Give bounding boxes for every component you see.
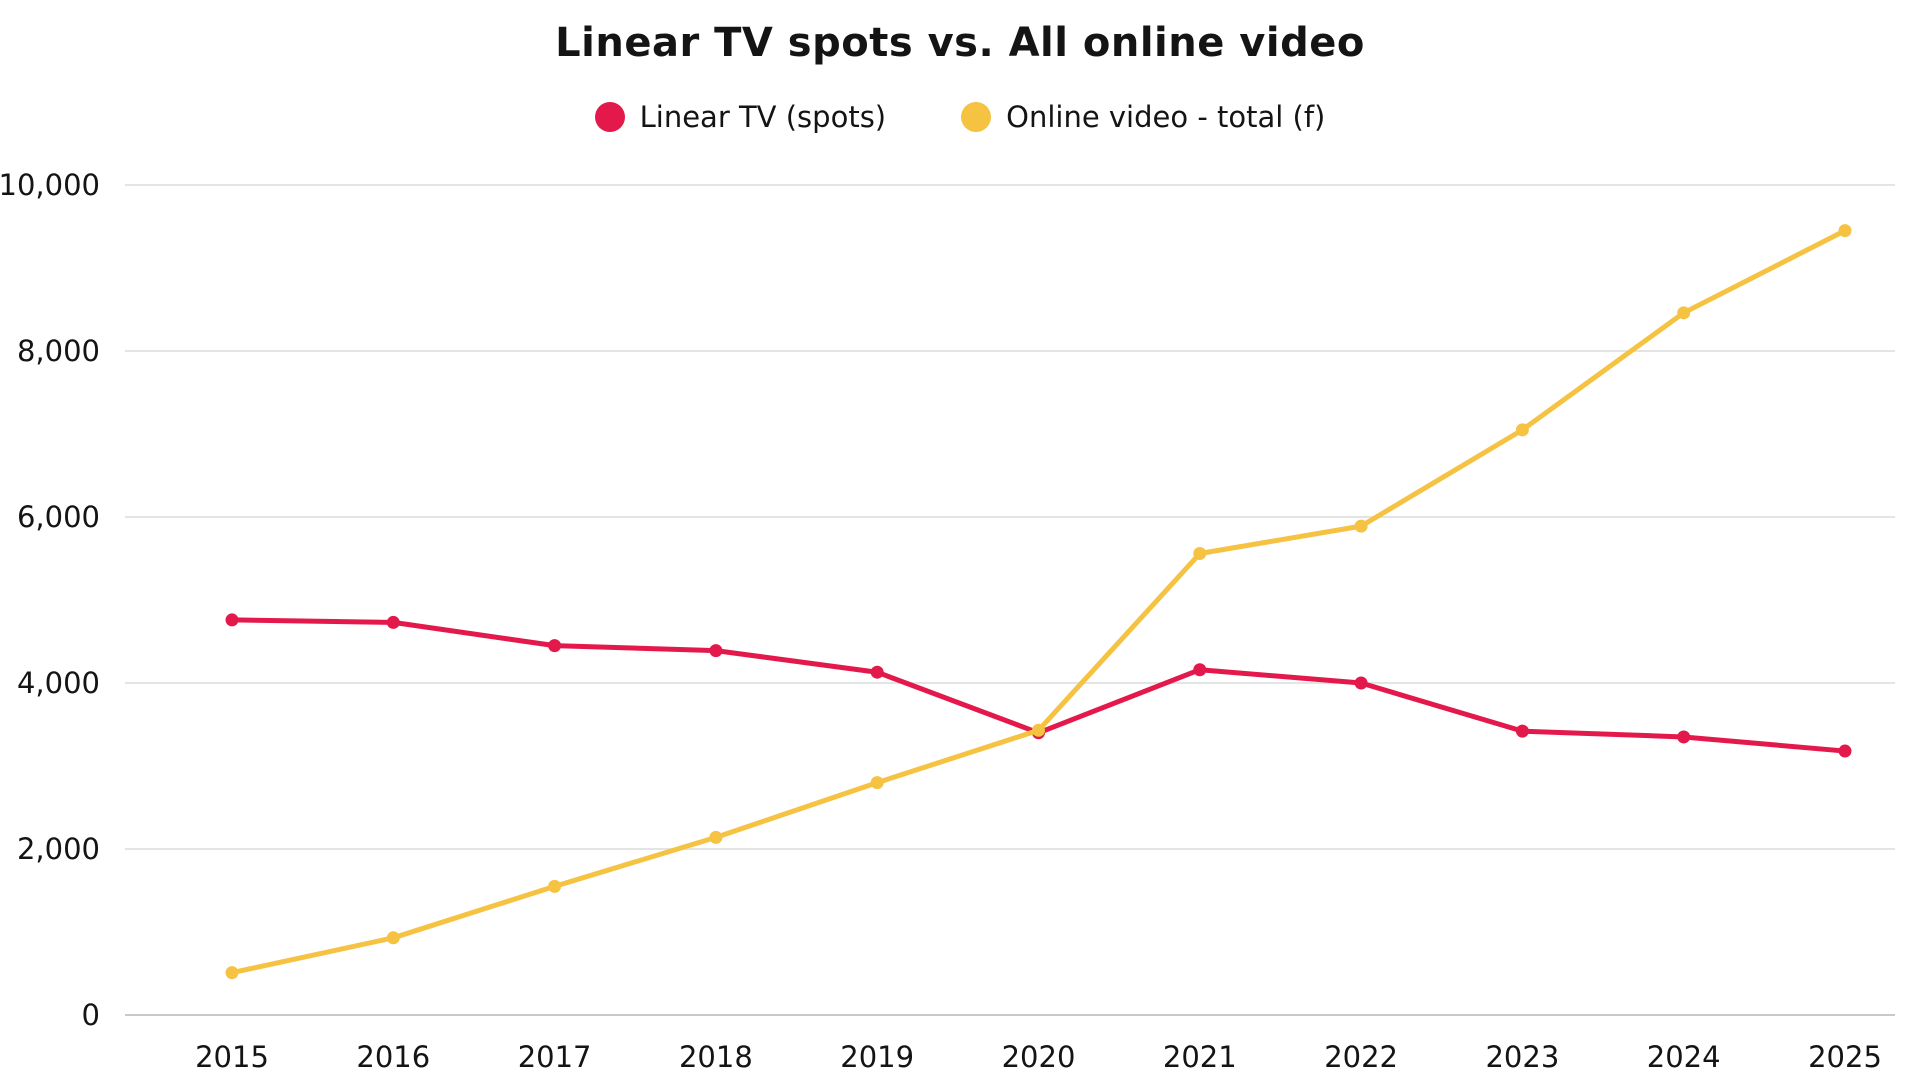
data-point	[1032, 723, 1045, 737]
data-point	[548, 879, 562, 893]
legend: Linear TV (spots) Online video - total (…	[0, 96, 1920, 138]
y-axis-tick-label: 8,000	[17, 334, 100, 368]
legend-label-online-video: Online video - total (f)	[1006, 100, 1326, 134]
x-axis-tick-label: 2025	[1808, 1040, 1882, 1074]
x-axis-tick-label: 2018	[679, 1040, 753, 1074]
data-point	[1677, 730, 1691, 744]
data-point	[1354, 676, 1368, 690]
plot-area: 0 2,000 4,000 6,000 8,000 10,000 2015 2016 2017 2…	[0, 160, 1920, 1080]
legend-marker-linear-tv-icon	[594, 102, 625, 132]
data-point	[870, 776, 884, 790]
data-point	[709, 644, 723, 658]
x-axis-tick-label: 2016	[356, 1040, 430, 1074]
data-point	[225, 966, 239, 980]
x-axis-tick-label: 2023	[1485, 1040, 1559, 1074]
data-point	[548, 639, 562, 653]
chart-title: Linear TV spots vs. All online video	[555, 20, 1365, 66]
x-axis-tick-label: 2024	[1647, 1040, 1721, 1074]
y-axis-tick-label: 2,000	[17, 832, 100, 866]
data-point	[1193, 663, 1207, 677]
data-point	[1677, 306, 1691, 320]
x-axis-tick-label: 2019	[840, 1040, 914, 1074]
data-point	[1838, 744, 1852, 758]
series-line-1	[229, 228, 1848, 976]
data-point	[386, 615, 400, 629]
x-axis-tick-label: 2022	[1324, 1040, 1398, 1074]
y-axis-tick-label: 0	[82, 998, 100, 1032]
data-point	[225, 613, 239, 627]
legend-marker-online-video-icon	[961, 102, 992, 132]
data-point	[709, 830, 723, 844]
y-axis-tick-label: 10,000	[0, 168, 100, 202]
data-point	[1515, 724, 1529, 738]
data-point	[1354, 519, 1368, 533]
y-axis-tick-label: 4,000	[17, 666, 100, 700]
x-axis-tick-label: 2020	[1002, 1040, 1076, 1074]
y-axis-tick-label: 6,000	[17, 500, 100, 534]
data-point	[1193, 547, 1207, 561]
data-point	[386, 931, 400, 945]
x-axis-tick-label: 2017	[518, 1040, 592, 1074]
data-point	[1515, 423, 1529, 437]
x-axis-tick-label: 2015	[195, 1040, 269, 1074]
legend-item-linear-tv: Linear TV (spots)	[594, 100, 887, 134]
legend-label-linear-tv: Linear TV (spots)	[639, 100, 887, 134]
data-point	[1838, 224, 1852, 238]
legend-item-online-video: Online video - total (f)	[961, 100, 1325, 134]
x-axis-tick-label: 2021	[1163, 1040, 1237, 1074]
data-point	[870, 665, 884, 679]
line-chart: 0 2,000 4,000 6,000 8,000 10,000 2015 2016 2017 2…	[0, 168, 1895, 1074]
